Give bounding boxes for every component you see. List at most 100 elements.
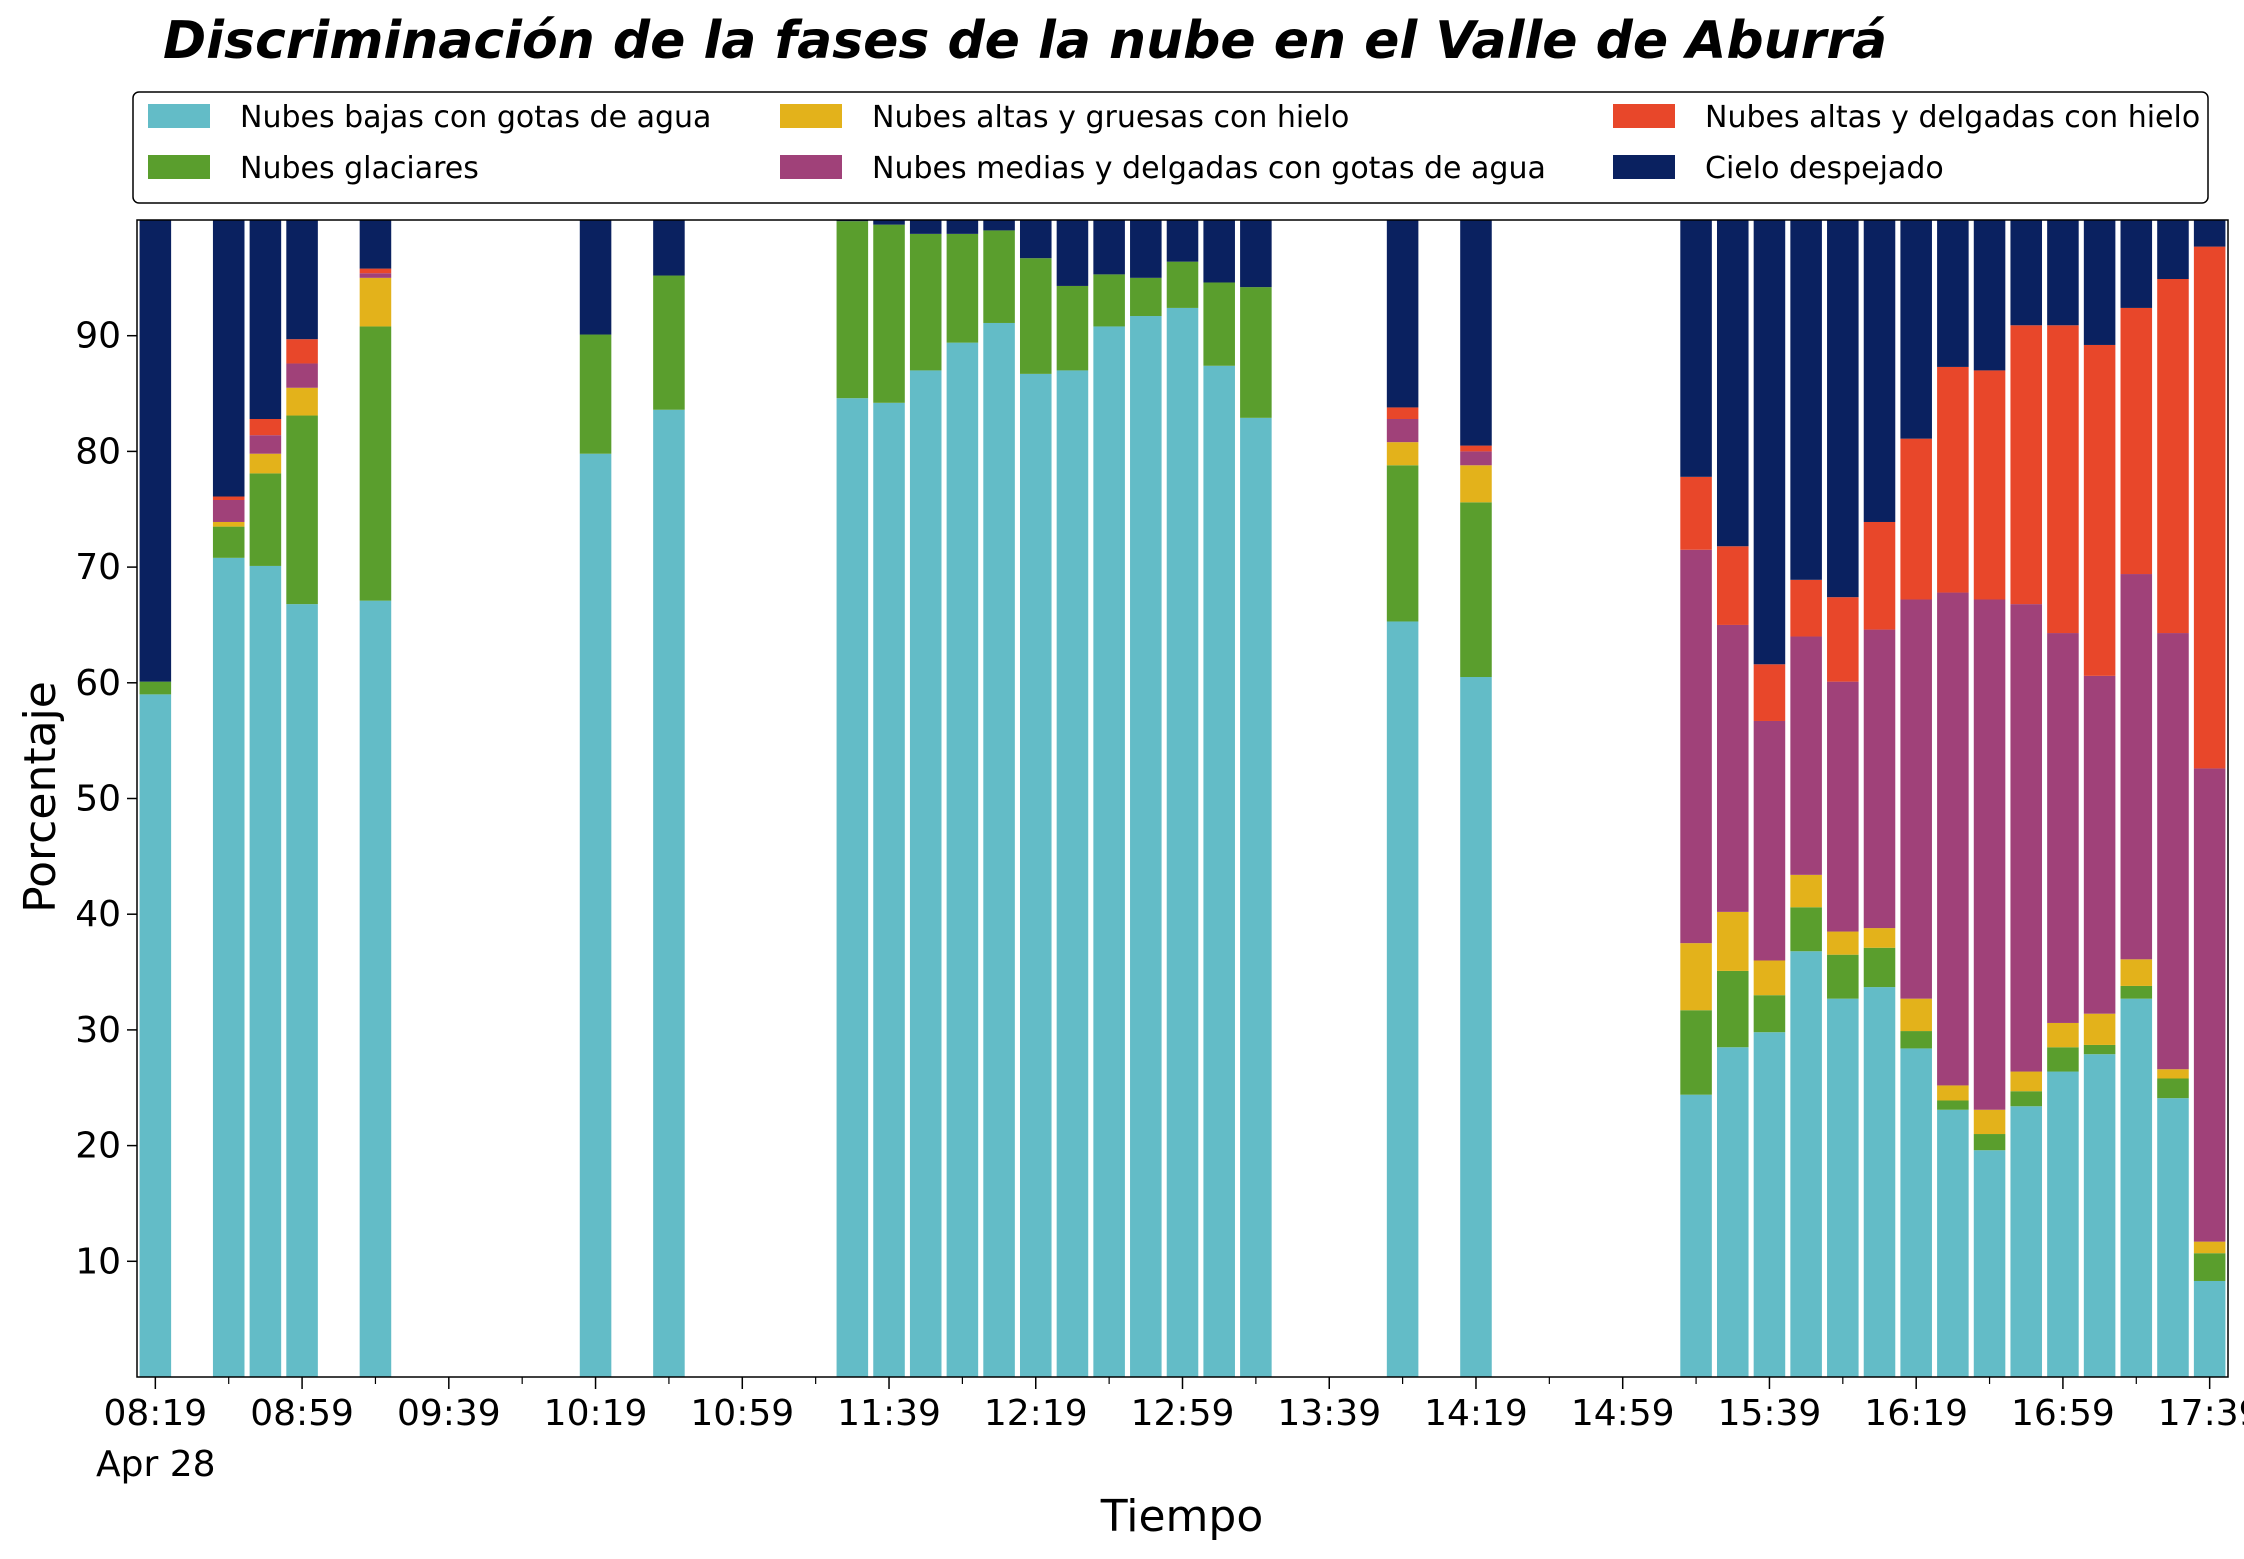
bar-segment-0-18 <box>1240 417 1272 1378</box>
bar-segment-5-29 <box>1973 220 2006 371</box>
bar-segment-2-2 <box>249 453 282 474</box>
bar-segment-4-28 <box>1937 366 1969 593</box>
bar-segment-5-21 <box>1680 220 1712 477</box>
bar-segment-5-31 <box>2047 220 2079 326</box>
bar-segment-4-19 <box>1386 407 1419 419</box>
bar-segment-0-23 <box>1753 1032 1786 1377</box>
bar-segment-1-23 <box>1753 995 1786 1033</box>
bar-segment-3-34 <box>2157 633 2189 1070</box>
bar-segment-5-32 <box>2083 220 2116 345</box>
bar-segment-2-26 <box>1863 928 1896 948</box>
bar-segment-1-17 <box>1203 282 1235 366</box>
bar-segment-2-34 <box>2157 1069 2189 1079</box>
bar-segment-0-5 <box>579 453 612 1378</box>
bar-segment-0-26 <box>1863 987 1896 1377</box>
x-tick-label: 17:39 <box>2158 1393 2244 1434</box>
bar-segment-2-33 <box>2120 959 2153 986</box>
legend-label: Cielo despejado <box>1705 151 1944 186</box>
bar-segment-1-0 <box>139 681 172 695</box>
bar-segment-5-5 <box>579 220 612 335</box>
bar-segment-3-2 <box>249 435 282 454</box>
bar-segment-0-27 <box>1900 1048 1932 1377</box>
bar-segment-0-4 <box>359 600 392 1377</box>
bar-segment-0-25 <box>1827 998 1859 1377</box>
bar-segment-0-16 <box>1166 307 1199 1378</box>
bar-segment-1-16 <box>1166 261 1199 308</box>
bar-segment-3-27 <box>1900 599 1932 999</box>
y-tick-label: 30 <box>75 1010 121 1051</box>
bar-segment-5-0 <box>139 220 172 682</box>
bar-segment-0-28 <box>1937 1109 1969 1377</box>
bar-segment-1-5 <box>579 334 612 454</box>
y-axis-label: Porcentaje <box>15 681 66 913</box>
bar-segment-5-19 <box>1386 220 1419 408</box>
bar-segment-3-24 <box>1790 636 1822 875</box>
bar-segment-1-9 <box>909 233 942 371</box>
bar-segment-1-24 <box>1790 907 1822 952</box>
bar-segment-5-33 <box>2120 220 2153 308</box>
bar-segment-5-6 <box>653 220 685 276</box>
bar-segment-2-22 <box>1716 911 1749 971</box>
bar-segment-3-28 <box>1937 592 1969 1086</box>
bar-segment-5-30 <box>2010 220 2043 326</box>
bar-segment-0-15 <box>1130 316 1162 1377</box>
x-tick-label: 10:59 <box>690 1393 794 1434</box>
legend-swatch <box>780 155 842 179</box>
bar-segment-1-12 <box>1019 258 1052 374</box>
y-tick-label: 40 <box>75 894 121 935</box>
bar-segment-1-13 <box>1056 285 1089 371</box>
bar-segment-4-29 <box>1973 370 2006 600</box>
x-axis: 08:19 08:59 09:39 10:19 10:59 11:39 12:19 12:59… <box>103 1377 2244 1434</box>
bar-segment-5-4 <box>359 220 392 269</box>
legend-swatch <box>1613 104 1675 128</box>
bar-segment-1-4 <box>359 326 392 601</box>
bar-segment-1-3 <box>286 415 318 605</box>
bar-segment-2-21 <box>1680 943 1712 1011</box>
bar-segment-4-26 <box>1863 521 1896 630</box>
bar-segment-0-35 <box>2193 1280 2226 1377</box>
bar-segment-1-32 <box>2083 1044 2116 1055</box>
legend-label: Nubes altas y delgadas con hielo <box>1705 100 2200 135</box>
bar-segment-0-30 <box>2010 1106 2043 1377</box>
x-tick-label: 09:39 <box>397 1393 501 1434</box>
bar-segment-3-30 <box>2010 604 2043 1072</box>
bar-segment-1-30 <box>2010 1091 2043 1107</box>
x-tick-label: 14:59 <box>1571 1393 1675 1434</box>
bar-segment-3-4 <box>359 273 392 278</box>
bar-segment-4-22 <box>1716 546 1749 625</box>
legend-swatch <box>148 104 210 128</box>
bar-segment-3-35 <box>2193 768 2226 1242</box>
y-tick-label: 10 <box>75 1241 121 1282</box>
x-tick-label: 08:59 <box>250 1393 354 1434</box>
bar-segment-5-24 <box>1790 220 1822 580</box>
bar-segment-0-22 <box>1716 1047 1749 1377</box>
bar-segment-2-31 <box>2047 1022 2079 1048</box>
bar-segment-4-4 <box>359 268 392 274</box>
bar-segment-1-2 <box>249 473 282 566</box>
bar-segment-5-13 <box>1056 220 1089 286</box>
bar-segment-1-25 <box>1827 954 1859 999</box>
bar-segment-1-15 <box>1130 277 1162 317</box>
bar-segment-0-8 <box>873 402 905 1377</box>
bar-segment-0-2 <box>249 565 282 1377</box>
x-tick-label: 13:39 <box>1277 1393 1381 1434</box>
bar-segment-4-35 <box>2193 246 2226 769</box>
bar-segment-1-22 <box>1716 970 1749 1048</box>
bar-segment-0-0 <box>139 694 172 1377</box>
bar-segment-5-27 <box>1900 220 1932 439</box>
bar-segment-2-20 <box>1460 465 1492 503</box>
bar-segment-2-30 <box>2010 1071 2043 1092</box>
x-tick-label: 16:59 <box>2011 1393 2115 1434</box>
bar-segment-1-6 <box>653 275 685 410</box>
y-tick-label: 90 <box>75 316 121 357</box>
bar-segment-0-19 <box>1386 621 1419 1377</box>
bar-segment-0-6 <box>653 409 685 1377</box>
bar-segment-3-3 <box>286 363 318 388</box>
bar-segment-5-2 <box>249 220 282 419</box>
bar-segment-4-24 <box>1790 579 1822 637</box>
legend-label: Nubes glaciares <box>240 151 479 186</box>
bar-segment-2-1 <box>212 521 245 527</box>
bar-segment-4-20 <box>1460 445 1492 452</box>
bar-segment-0-10 <box>946 342 979 1377</box>
